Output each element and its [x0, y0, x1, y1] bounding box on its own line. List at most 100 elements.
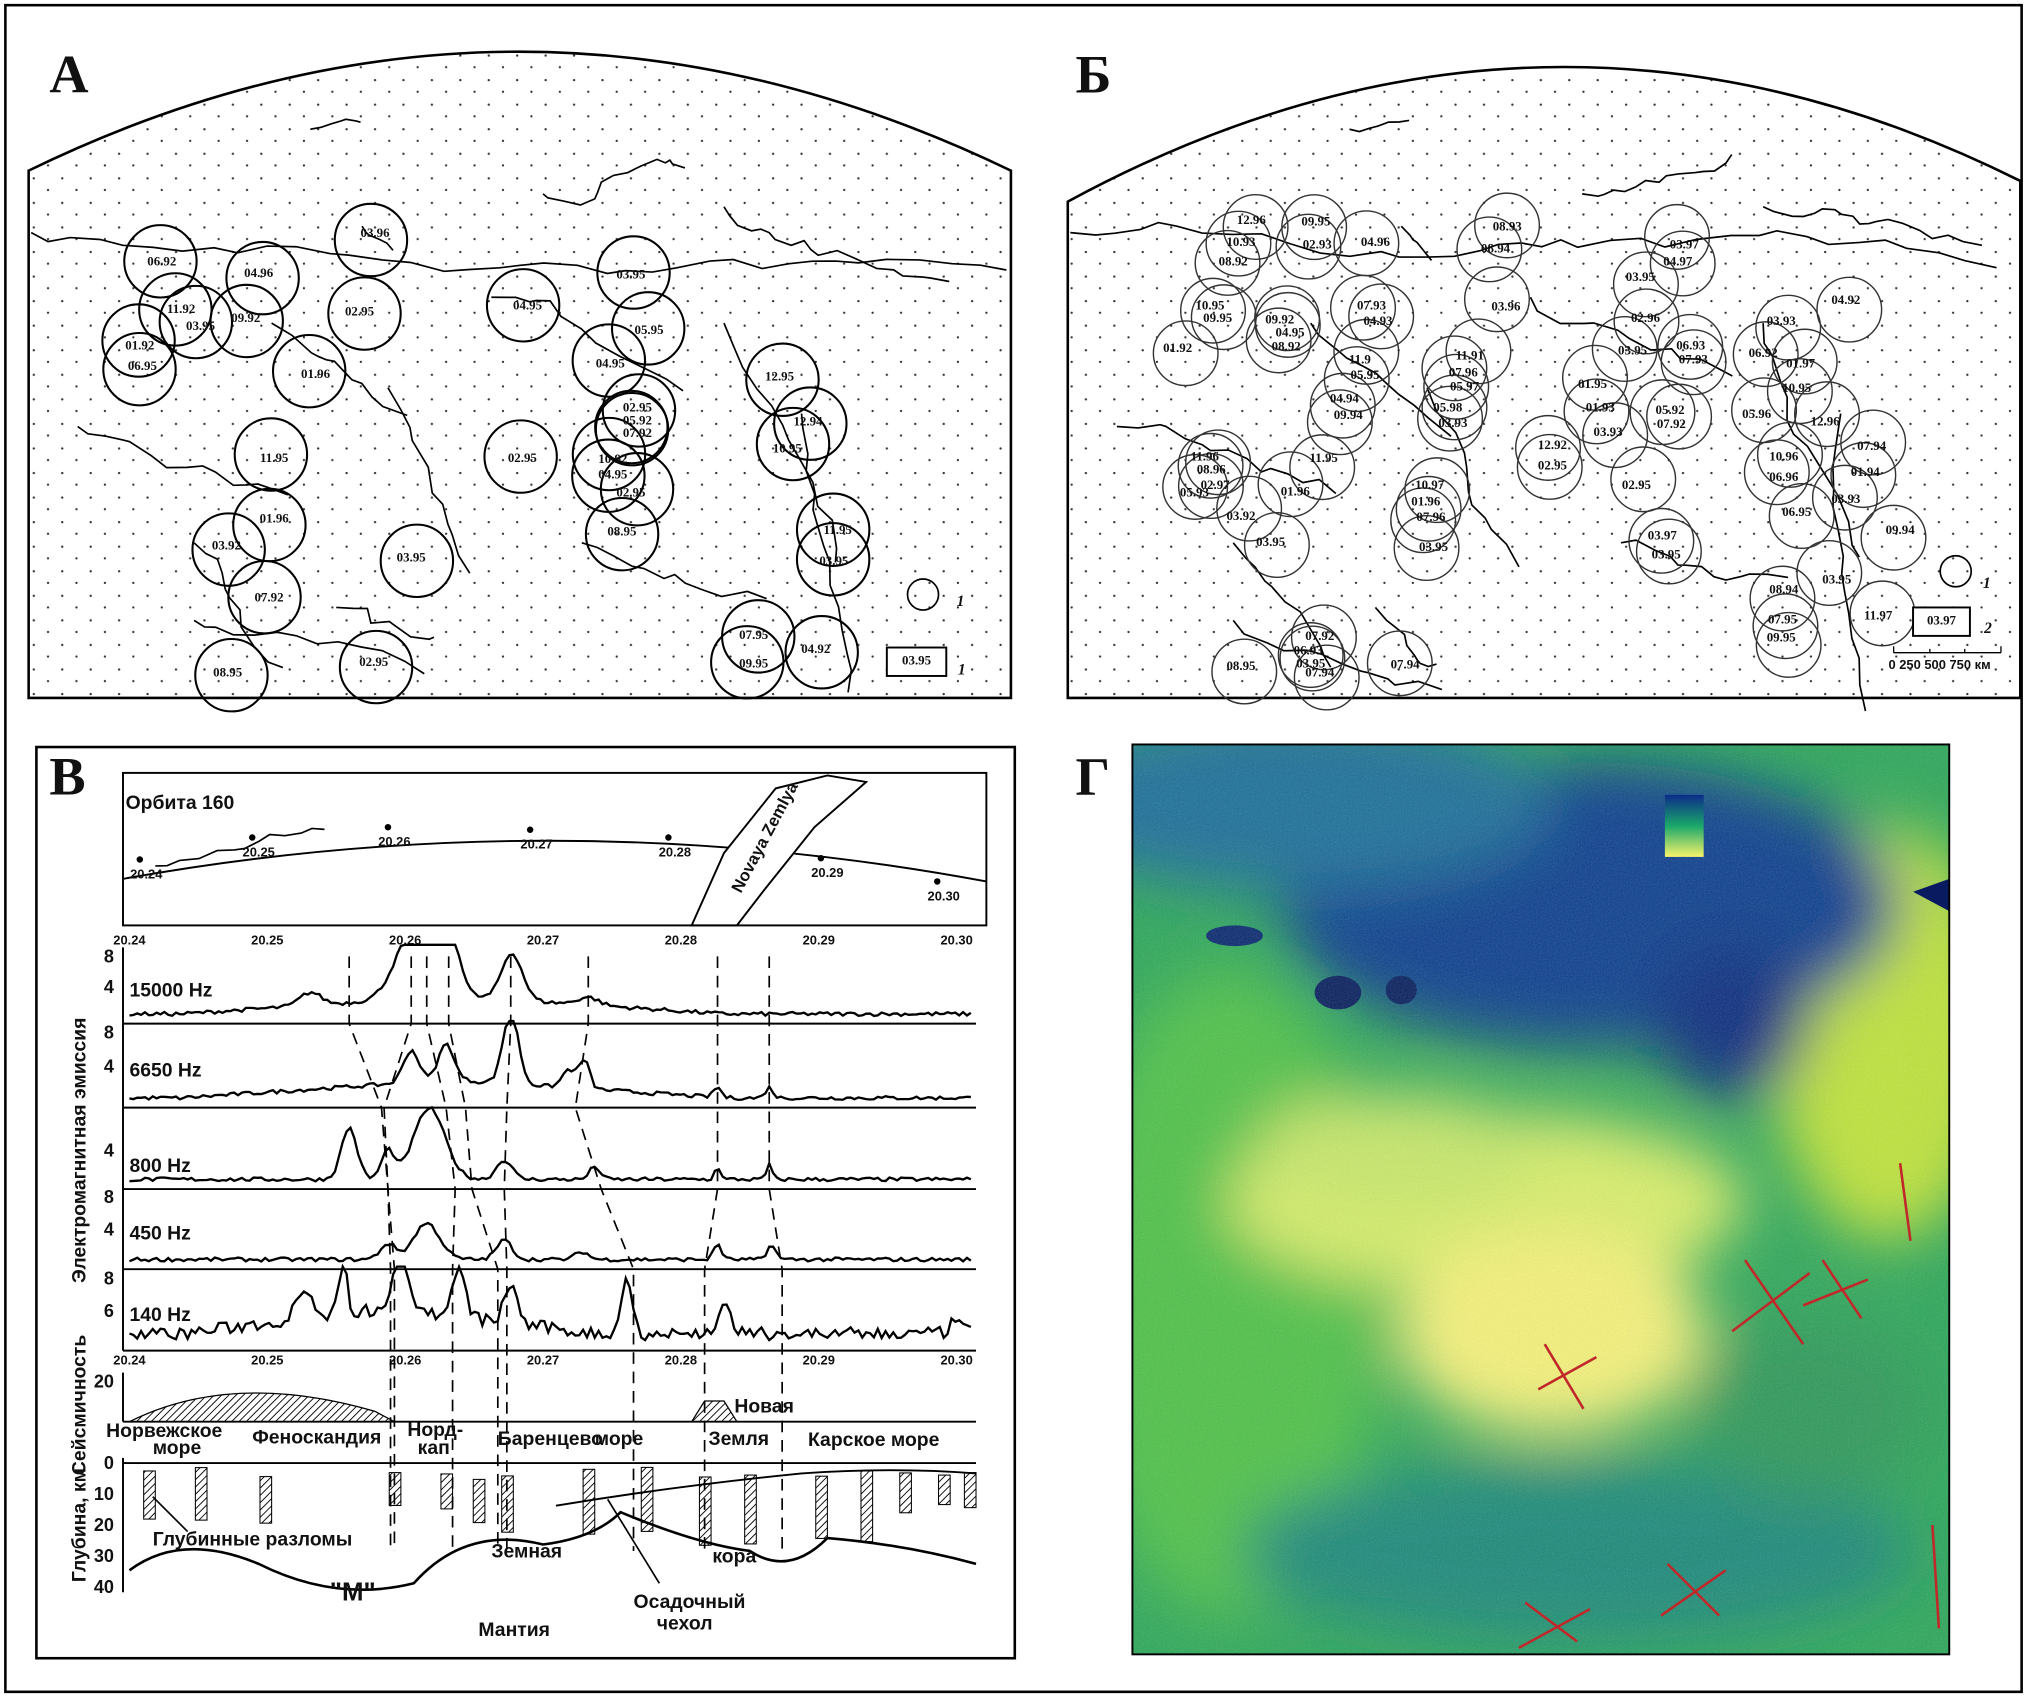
date-label: 08.94	[1481, 240, 1511, 255]
orbit-point	[665, 834, 671, 840]
date-label: 02.95	[359, 654, 388, 669]
date-label: 11.95	[1310, 450, 1338, 465]
date-label: 01.93	[1586, 399, 1616, 414]
date-label: 03.93	[1594, 424, 1624, 439]
fault	[473, 1479, 485, 1522]
orbit-point	[385, 824, 391, 830]
time-tick: 20.24	[113, 1352, 146, 1367]
time-tick: 20.25	[251, 932, 283, 947]
date-label: 07.96	[1449, 364, 1479, 379]
time-tick: 20.29	[803, 1352, 835, 1367]
date-label: 03.92	[212, 538, 241, 553]
date-label: 07.95	[1768, 611, 1797, 626]
fault	[441, 1474, 453, 1509]
date-label: 03.93	[1831, 491, 1861, 506]
note: Мантия	[478, 1619, 550, 1641]
panel-a: А 06.9204.9611.9209.9203.9501.9206.9503.…	[29, 45, 1011, 712]
date-label: 06.92	[1749, 345, 1778, 360]
date-label: 04.95	[598, 467, 627, 482]
orbit-time: 20.26	[378, 834, 410, 849]
y-tick: 4	[104, 1056, 114, 1076]
fault	[195, 1468, 207, 1521]
panel-v: В Novaya ZemlyaОрбита 16020.2420.2520.26…	[36, 746, 1014, 1658]
date-label: 03.95	[1618, 343, 1647, 358]
date-label: 03.95	[1626, 269, 1655, 284]
legend-key: 1	[957, 593, 965, 610]
legend-key: 1	[1983, 575, 1991, 592]
date-label: 06.93	[1676, 337, 1706, 352]
date-label: 01.96	[1281, 483, 1311, 498]
frequency-label: 140 Hz	[129, 1304, 190, 1326]
color-scale	[1665, 795, 1704, 857]
time-tick: 20.28	[665, 932, 697, 947]
time-tick: 20.29	[803, 932, 835, 947]
date-label: 11.95	[260, 450, 288, 465]
y-tick: 8	[104, 1187, 114, 1207]
time-tick: 20.27	[527, 932, 559, 947]
date-label: 05.96	[1742, 406, 1772, 421]
region-label: море	[153, 1437, 202, 1459]
region-label: Карское море	[808, 1429, 940, 1451]
date-label: 07.93	[1357, 297, 1387, 312]
date-label: 07.96	[1416, 509, 1446, 524]
figure: А 06.9204.9611.9209.9203.9501.9206.9503.…	[0, 0, 2027, 1697]
orbit-time: 20.29	[811, 865, 843, 880]
date-label: 05.92	[1656, 402, 1685, 417]
date-label: 07.93	[1679, 352, 1709, 367]
date-label: 03.93	[1438, 415, 1468, 430]
date-label: 07.92	[623, 425, 652, 440]
date-label: 09.95	[1301, 213, 1330, 228]
date-label: 04.95	[1276, 324, 1305, 339]
legend-box-label: 03.95	[902, 653, 931, 668]
orbit-time: 20.27	[520, 837, 552, 852]
time-tick: 20.30	[940, 932, 972, 947]
region-label: Феноскандия	[252, 1427, 381, 1449]
y-tick: 20	[94, 1372, 114, 1392]
frequency-label: 6650 Hz	[129, 1060, 201, 1082]
date-label: 03.97	[1670, 237, 1700, 252]
date-label: 03.96	[361, 225, 391, 240]
date-label: 02.95	[1622, 477, 1651, 492]
date-label: 11.95	[824, 522, 852, 537]
date-label: 09.95	[1767, 629, 1796, 644]
orbit-point	[249, 834, 255, 840]
date-label: 07.92	[1657, 416, 1686, 431]
date-label: 03.97	[1648, 527, 1678, 542]
orbit-time: 20.30	[928, 888, 960, 903]
date-label: 01.96	[301, 366, 331, 381]
date-label: 05.98	[1433, 399, 1463, 414]
y-tick: 0	[104, 1453, 114, 1473]
date-label: 01.92	[125, 337, 154, 352]
note: чехол	[657, 1613, 713, 1635]
date-label: 09.95	[1203, 310, 1232, 325]
date-label: 07.94	[1305, 664, 1335, 679]
date-label: 08.92	[1219, 253, 1248, 268]
orbit-time: 20.25	[243, 844, 275, 859]
time-tick: 20.30	[940, 1352, 972, 1367]
date-label: 06.95	[1782, 504, 1811, 519]
date-label: 01.95	[1578, 376, 1607, 391]
region-label: Земля	[708, 1428, 769, 1450]
date-label: 04.95	[596, 355, 625, 370]
y-tick: 8	[104, 1023, 114, 1043]
date-label: 04.92	[1831, 292, 1860, 307]
date-label: 10.95	[1782, 380, 1811, 395]
y-tick: 8	[104, 1268, 114, 1288]
y-tick: 8	[104, 946, 114, 966]
date-label: 07.94	[1391, 657, 1421, 672]
region-label: Новая	[734, 1396, 794, 1418]
date-label: 07.94	[1857, 438, 1887, 453]
date-label: 03.95	[397, 549, 426, 564]
date-label: 07.92	[1305, 628, 1334, 643]
time-tick: 20.27	[527, 1352, 559, 1367]
date-label: 08.93	[1493, 218, 1523, 233]
panel-label: Г	[1076, 746, 1111, 806]
date-label: 05.95	[635, 322, 664, 337]
date-label: 03.95	[1419, 539, 1448, 554]
date-label: 09.95	[739, 655, 768, 670]
fault	[641, 1467, 653, 1531]
date-label: 08.95	[607, 523, 636, 538]
date-label: 10.92	[598, 451, 627, 466]
y-tick: 4	[104, 977, 114, 997]
scale-label: 0 250 500 750 км	[1888, 657, 1990, 672]
